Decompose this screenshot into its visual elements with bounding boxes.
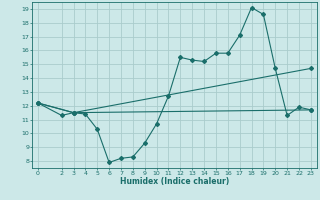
X-axis label: Humidex (Indice chaleur): Humidex (Indice chaleur) bbox=[120, 177, 229, 186]
